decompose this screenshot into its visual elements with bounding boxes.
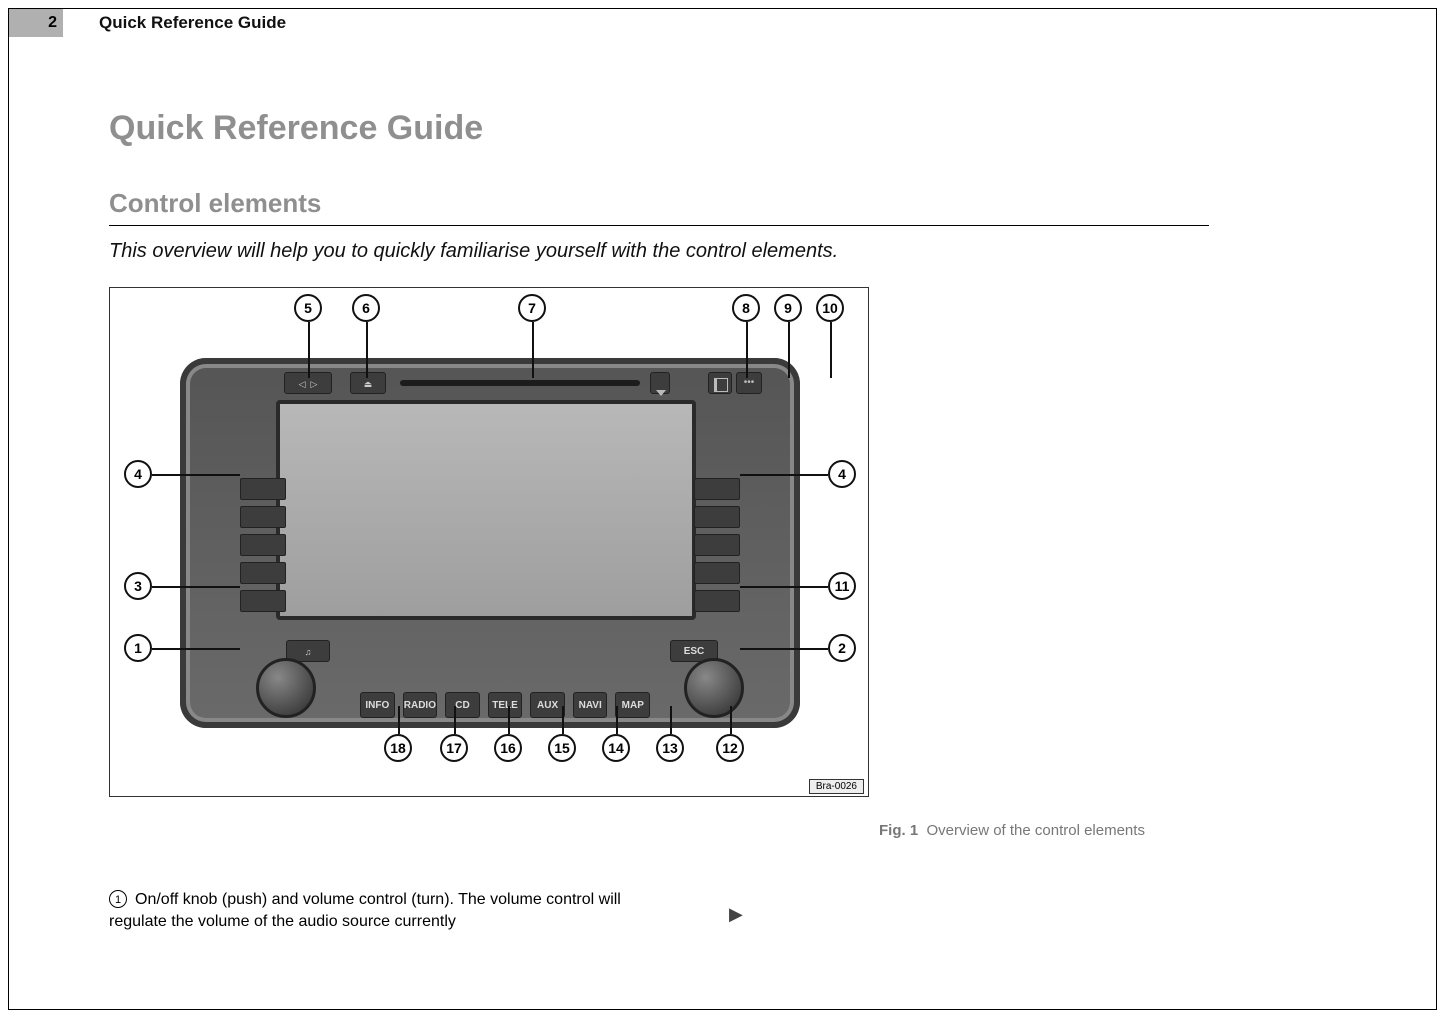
figure-caption: Fig. 1 Overview of the control elements <box>879 822 1145 839</box>
figure-id: Bra-0026 <box>809 779 864 794</box>
callout-13: 13 <box>656 734 684 762</box>
callout-2: 2 <box>828 634 856 662</box>
display-screen <box>276 400 696 620</box>
figure: Bra-0026 ◁ ▷ ⏏ ESC INFORADIOCDTELEAUXNAV… <box>109 287 1219 847</box>
callout-1: 1 <box>124 634 152 662</box>
header: 2 Quick Reference Guide <box>9 9 1436 37</box>
figure-frame: Bra-0026 ◁ ▷ ⏏ ESC INFORADIOCDTELEAUXNAV… <box>109 287 869 797</box>
legend-text: On/off knob (push) and volume control (t… <box>109 891 621 930</box>
radio-device: ◁ ▷ ⏏ ESC INFORADIOCDTELEAUXNAVIMAP <box>180 358 800 728</box>
traffic-button <box>736 372 762 394</box>
soft-key <box>240 590 286 612</box>
continue-arrow-icon: ▶ <box>729 904 743 925</box>
mode-button-map: MAP <box>615 692 650 718</box>
soft-key <box>694 534 740 556</box>
mode-button-navi: NAVI <box>573 692 608 718</box>
content: Quick Reference Guide Control elements T… <box>109 109 1396 847</box>
callout-17: 17 <box>440 734 468 762</box>
callout-4: 4 <box>124 460 152 488</box>
soft-key <box>694 590 740 612</box>
callout-5: 5 <box>294 294 322 322</box>
page-number: 2 <box>9 9 63 37</box>
callout-16: 16 <box>494 734 522 762</box>
callout-3: 3 <box>124 572 152 600</box>
volume-knob <box>256 658 316 718</box>
callout-6: 6 <box>352 294 380 322</box>
callout-7: 7 <box>518 294 546 322</box>
soft-key <box>240 534 286 556</box>
figure-caption-text: Overview of the control elements <box>927 822 1145 839</box>
mode-button-info: INFO <box>360 692 395 718</box>
callout-10: 10 <box>816 294 844 322</box>
callout-4: 4 <box>828 460 856 488</box>
callout-11: 11 <box>828 572 856 600</box>
mode-button-radio: RADIO <box>403 692 438 718</box>
mode-button-cd: CD <box>445 692 480 718</box>
running-title: Quick Reference Guide <box>99 13 286 33</box>
callout-18: 18 <box>384 734 412 762</box>
cd-slot <box>400 380 640 386</box>
menu-knob <box>684 658 744 718</box>
soft-key <box>694 562 740 584</box>
callout-15: 15 <box>548 734 576 762</box>
soft-key <box>240 506 286 528</box>
section-intro: This overview will help you to quickly f… <box>109 240 1396 263</box>
mode-button-aux: AUX <box>530 692 565 718</box>
section-heading: Control elements <box>109 188 1209 226</box>
figure-caption-num: Fig. 1 <box>879 822 918 839</box>
mode-button-row: INFO RADIO CD TELE AUX NAVI MAP <box>360 692 650 718</box>
soft-key <box>694 506 740 528</box>
soft-key <box>240 478 286 500</box>
callout-8: 8 <box>732 294 760 322</box>
page-title: Quick Reference Guide <box>109 109 1396 148</box>
legend: 1On/off knob (push) and volume control (… <box>109 889 669 932</box>
flag-button <box>708 372 732 394</box>
slot-open-button <box>650 372 670 394</box>
soft-key <box>240 562 286 584</box>
legend-marker: 1 <box>109 890 127 908</box>
callout-9: 9 <box>774 294 802 322</box>
eject-button: ⏏ <box>350 372 386 394</box>
callout-12: 12 <box>716 734 744 762</box>
page: 2 Quick Reference Guide Quick Reference … <box>8 8 1437 1010</box>
mode-button-tele: TELE <box>488 692 523 718</box>
soft-key <box>694 478 740 500</box>
callout-14: 14 <box>602 734 630 762</box>
